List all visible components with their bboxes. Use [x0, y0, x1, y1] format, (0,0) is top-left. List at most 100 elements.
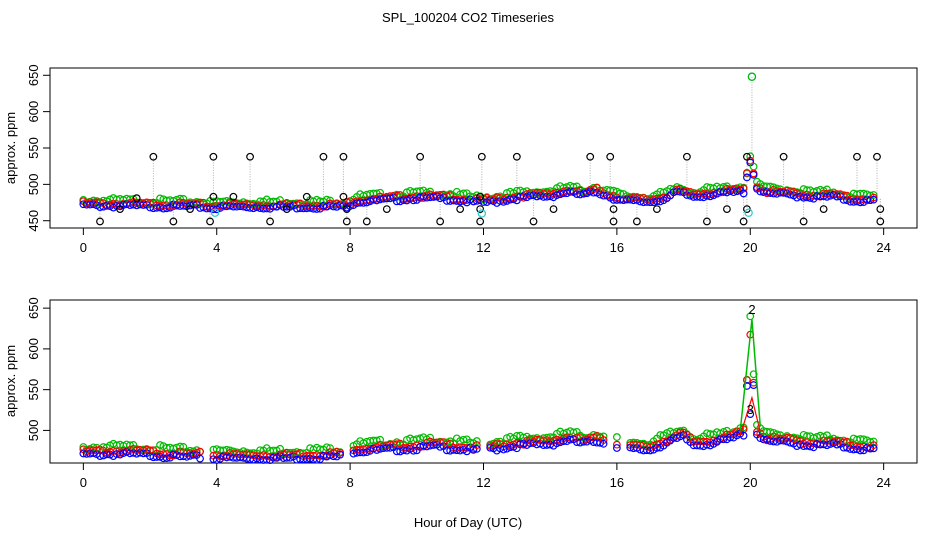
series3-point — [499, 445, 508, 454]
raw-outlier-point — [632, 217, 641, 226]
flagged-point — [477, 209, 487, 218]
raw-outlier-point — [169, 217, 178, 226]
raw-outlier-point — [342, 217, 351, 226]
series3-point — [743, 173, 751, 182]
raw-outlier-point — [96, 217, 104, 226]
raw-outlier-point — [779, 152, 788, 161]
x-tick-label: 24 — [876, 475, 890, 490]
x-tick-label: 20 — [743, 240, 757, 255]
raw-outlier-point — [339, 192, 348, 201]
series2-point — [472, 437, 481, 445]
raw-outlier-point — [229, 192, 238, 201]
y-tick-label: 550 — [26, 137, 41, 159]
series3-point — [599, 439, 608, 448]
series3-point — [472, 445, 481, 453]
raw-outlier-point — [266, 217, 274, 226]
series1-point — [659, 193, 668, 202]
raw-outlier-point — [512, 152, 521, 161]
series2-point — [736, 183, 745, 192]
series3-point — [739, 189, 748, 198]
raw-outlier-point — [743, 152, 751, 161]
x-tick-label: 16 — [610, 240, 624, 255]
series2-point — [156, 194, 164, 203]
y-tick-label: 550 — [26, 379, 41, 401]
flagged-point — [744, 208, 753, 217]
raw-outlier-point — [132, 194, 141, 203]
raw-outlier-point — [116, 205, 124, 213]
series2-point — [656, 431, 665, 439]
series1-point — [739, 184, 748, 193]
raw-outlier-point — [477, 152, 486, 161]
raw-outlier-point — [246, 152, 254, 161]
raw-outlier-point — [586, 152, 595, 161]
raw-outlier-point — [476, 205, 485, 213]
raw-outlier-point — [339, 152, 348, 161]
series3-point — [409, 446, 418, 455]
series2-point — [176, 442, 184, 451]
series1-point — [612, 440, 621, 449]
peak-point — [747, 72, 757, 81]
series1-point — [743, 376, 751, 384]
x-tick-label: 12 — [476, 240, 490, 255]
series2-point — [746, 312, 755, 321]
raw-outlier-point — [342, 205, 351, 213]
x-tick-label: 8 — [346, 475, 353, 490]
peak-label: 3 — [747, 402, 754, 417]
x-tick-label: 0 — [80, 475, 87, 490]
bottom-y-axis-label: approx. ppm — [3, 345, 18, 417]
raw-outlier-point — [873, 152, 881, 161]
raw-outlier-point — [456, 205, 465, 213]
x-tick-label: 12 — [476, 475, 490, 490]
raw-outlier-point — [476, 192, 485, 201]
series2-point — [459, 435, 468, 444]
raw-outlier-point — [209, 152, 218, 161]
raw-outlier-point — [282, 205, 291, 213]
raw-outlier-point — [819, 205, 828, 213]
series3-point — [196, 454, 204, 463]
raw-outlier-point — [206, 217, 214, 226]
x-axis-label: Hour of Day (UTC) — [414, 515, 522, 530]
raw-outlier-point — [653, 205, 661, 213]
raw-outlier-point — [529, 217, 538, 226]
raw-outlier-point — [739, 217, 748, 226]
raw-outlier-point — [703, 217, 711, 226]
raw-outlier-point — [416, 152, 425, 161]
series2-point — [809, 434, 818, 442]
series3-point — [749, 170, 758, 179]
y-tick-label: 650 — [26, 297, 41, 319]
series2-point — [599, 432, 608, 441]
raw-outlier-point — [876, 217, 885, 226]
raw-outlier-point — [609, 217, 618, 226]
y-tick-label: 600 — [26, 338, 41, 360]
series3-point — [169, 450, 178, 459]
raw-outlier-point — [799, 217, 808, 226]
series2-point — [612, 433, 621, 441]
raw-outlier-point — [319, 152, 328, 161]
y-tick-label: 450 — [26, 210, 41, 232]
raw-outlier-point — [186, 205, 194, 213]
series1-point — [192, 448, 201, 457]
x-tick-label: 4 — [213, 475, 220, 490]
x-tick-label: 4 — [213, 240, 220, 255]
peak-label: 2 — [748, 302, 755, 317]
red-spike-line — [739, 395, 761, 436]
series2-point — [869, 191, 878, 199]
raw-outlier-point — [476, 217, 485, 226]
x-tick-label: 8 — [346, 240, 353, 255]
series1-point — [869, 441, 878, 450]
y-tick-label: 500 — [26, 174, 41, 196]
series2-point — [156, 441, 164, 449]
series3-point — [612, 444, 621, 452]
flagged-point — [210, 208, 220, 217]
series2-point — [376, 435, 385, 444]
series2-point — [859, 435, 868, 444]
series3-point — [336, 450, 345, 459]
raw-outlier-point — [436, 217, 445, 226]
bottom-data-points: 23 — [79, 302, 878, 465]
raw-outlier-point — [606, 152, 615, 161]
series2-point — [803, 432, 811, 440]
x-tick-label: 20 — [743, 475, 757, 490]
bottom-axis-ticks: 0 4 8 12 16 20 24 500 550 600 650 — [26, 297, 891, 490]
